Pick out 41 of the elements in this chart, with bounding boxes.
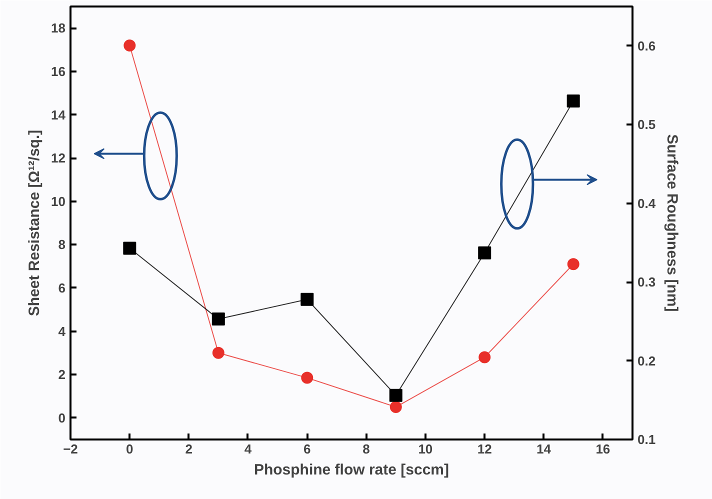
y-axis-title: Sheet Resistance [Ω¹²/sq.] — [26, 130, 44, 316]
y-tick-label: 2 — [58, 367, 66, 382]
x-tick-label: 0 — [126, 442, 134, 456]
y-tick-label: 12 — [51, 150, 66, 166]
y2-tick-label: 0.6 — [638, 38, 656, 54]
y2-axis-title: Surface Roughness [nm] — [664, 134, 681, 312]
point — [212, 312, 225, 326]
y-tick-label: 0 — [58, 410, 66, 426]
point — [212, 346, 224, 359]
y-tick-label: 14 — [51, 107, 66, 122]
y-tick-label: 10 — [51, 194, 66, 209]
y-tick-label: 8 — [58, 237, 66, 252]
y2-tick-label: 0.3 — [638, 274, 656, 290]
x-tick-label: 14 — [536, 442, 552, 456]
point — [300, 292, 314, 306]
point — [478, 351, 491, 364]
x-tick-label: 16 — [596, 442, 610, 456]
point — [301, 372, 314, 384]
y-tick-label: 4 — [58, 324, 66, 339]
y2-tick-label: 0.2 — [638, 353, 656, 368]
point — [389, 388, 402, 402]
x-tick-label: 4 — [244, 442, 252, 456]
x-axis-title: Phosphine flow rate [sccm] — [254, 462, 450, 478]
x-tick-label: 6 — [304, 442, 311, 456]
point — [567, 258, 580, 270]
point — [478, 246, 492, 260]
y2-tick-label: 0.1 — [638, 432, 656, 447]
x-tick-label: −2 — [63, 442, 78, 456]
y-tick-label: 18 — [51, 20, 66, 36]
y-tick-label: 6 — [58, 280, 66, 296]
y2-tick-label: 0.5 — [638, 117, 656, 132]
x-tick-label: 12 — [477, 442, 492, 456]
point — [124, 39, 136, 52]
point — [123, 242, 136, 255]
point — [566, 94, 580, 108]
x-tick-label: 8 — [362, 442, 370, 456]
y-tick-label: 16 — [51, 64, 66, 79]
x-tick-label: 2 — [185, 442, 192, 456]
y2-tick-label: 0.4 — [638, 196, 656, 211]
point — [390, 401, 402, 414]
x-tick-label: 10 — [418, 442, 433, 456]
